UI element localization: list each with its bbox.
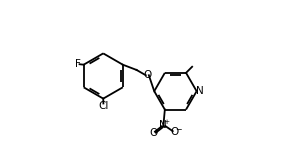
Text: F: F (75, 59, 81, 69)
Text: N: N (159, 120, 167, 130)
Text: Cl: Cl (99, 101, 109, 111)
Text: +: + (164, 119, 170, 125)
Text: −: − (175, 126, 181, 135)
Text: O: O (143, 70, 151, 80)
Text: O: O (149, 128, 158, 138)
Text: N: N (196, 86, 204, 96)
Text: O: O (171, 127, 179, 137)
